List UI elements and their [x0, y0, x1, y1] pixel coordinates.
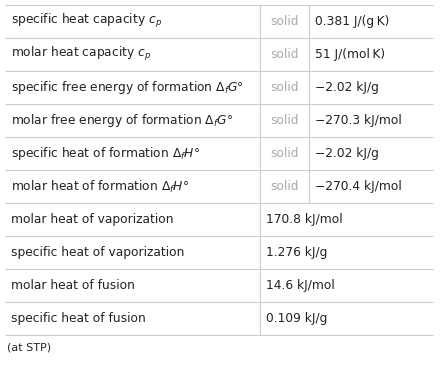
- Text: solid: solid: [270, 81, 298, 94]
- Text: molar heat of vaporization: molar heat of vaporization: [11, 213, 173, 226]
- Text: −270.3 kJ/mol: −270.3 kJ/mol: [315, 114, 402, 127]
- Text: specific heat of vaporization: specific heat of vaporization: [11, 246, 184, 259]
- Text: molar heat of formation $\Delta_f H°$: molar heat of formation $\Delta_f H°$: [11, 178, 189, 194]
- Text: solid: solid: [270, 180, 298, 193]
- Text: −2.02 kJ/g: −2.02 kJ/g: [315, 147, 379, 160]
- Text: −270.4 kJ/mol: −270.4 kJ/mol: [315, 180, 402, 193]
- Text: solid: solid: [270, 15, 298, 28]
- Text: specific free energy of formation $\Delta_f G°$: specific free energy of formation $\Delt…: [11, 79, 244, 96]
- Text: 51 J/(mol K): 51 J/(mol K): [315, 48, 385, 61]
- Text: specific heat capacity $c_p$: specific heat capacity $c_p$: [11, 13, 162, 30]
- Text: molar free energy of formation $\Delta_f G°$: molar free energy of formation $\Delta_f…: [11, 112, 233, 129]
- Text: 1.276 kJ/g: 1.276 kJ/g: [266, 246, 327, 259]
- Text: molar heat of fusion: molar heat of fusion: [11, 279, 135, 292]
- Text: 14.6 kJ/mol: 14.6 kJ/mol: [266, 279, 334, 292]
- Text: molar heat capacity $c_p$: molar heat capacity $c_p$: [11, 46, 151, 63]
- Text: solid: solid: [270, 114, 298, 127]
- Text: 0.109 kJ/g: 0.109 kJ/g: [266, 312, 327, 325]
- Text: 0.381 J/(g K): 0.381 J/(g K): [315, 15, 389, 28]
- Text: solid: solid: [270, 48, 298, 61]
- Text: 170.8 kJ/mol: 170.8 kJ/mol: [266, 213, 342, 226]
- Text: specific heat of fusion: specific heat of fusion: [11, 312, 146, 325]
- Text: specific heat of formation $\Delta_f H°$: specific heat of formation $\Delta_f H°$: [11, 145, 200, 162]
- Text: solid: solid: [270, 147, 298, 160]
- Text: −2.02 kJ/g: −2.02 kJ/g: [315, 81, 379, 94]
- Text: (at STP): (at STP): [7, 343, 51, 353]
